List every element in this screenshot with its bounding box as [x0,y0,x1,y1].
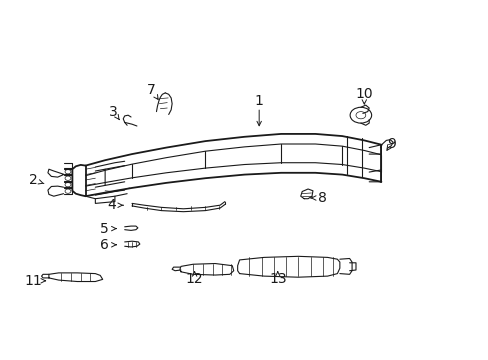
Text: 13: 13 [268,272,286,286]
Text: 9: 9 [386,137,395,151]
Text: 5: 5 [100,222,108,235]
Text: 7: 7 [147,83,156,97]
Text: 4: 4 [107,198,116,212]
Text: 10: 10 [355,87,372,100]
Text: 6: 6 [100,238,108,252]
Text: 1: 1 [254,94,263,108]
Text: 12: 12 [185,272,203,286]
Text: 11: 11 [24,274,42,288]
Text: 8: 8 [318,191,326,205]
Text: 3: 3 [109,105,118,118]
Text: 2: 2 [29,173,38,187]
